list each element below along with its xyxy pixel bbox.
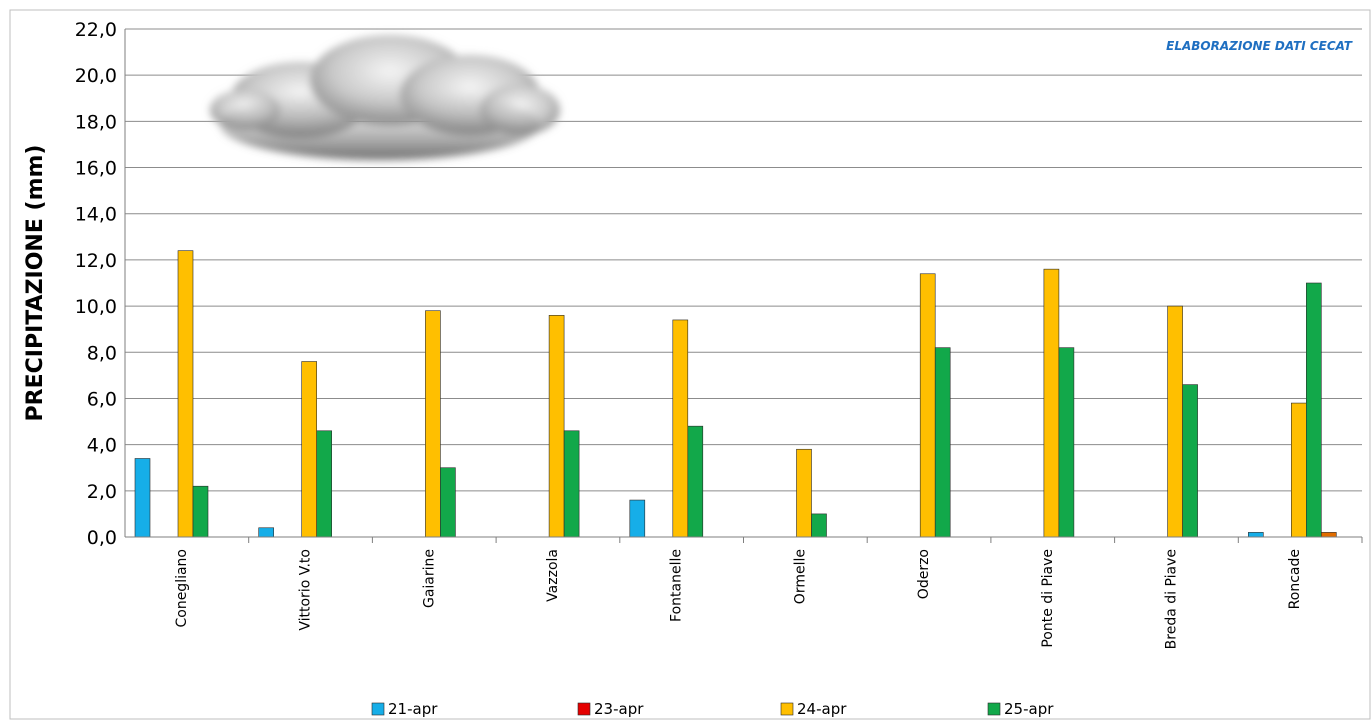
bar xyxy=(135,458,150,537)
bar xyxy=(425,311,440,537)
x-tick-label: Conegliano xyxy=(174,549,190,628)
bar xyxy=(549,315,564,537)
x-tick-label: Vazzola xyxy=(545,549,561,602)
bar xyxy=(630,500,645,537)
y-tick-label: 4,0 xyxy=(87,435,117,457)
legend-swatch xyxy=(988,703,1000,715)
y-tick-label: 10,0 xyxy=(75,296,117,318)
y-tick-label: 8,0 xyxy=(87,342,117,364)
x-tick-label: Fontanelle xyxy=(669,549,685,622)
legend-swatch xyxy=(781,703,793,715)
bar xyxy=(1059,348,1074,537)
x-tick-label: Ponte di Piave xyxy=(1040,549,1056,648)
bar xyxy=(688,426,703,537)
bar xyxy=(1168,306,1183,537)
y-tick-label: 20,0 xyxy=(75,65,117,87)
bar xyxy=(1044,269,1059,537)
x-tick-label: Gaiarine xyxy=(421,549,437,608)
bar xyxy=(935,348,950,537)
legend-swatch xyxy=(578,703,590,715)
bar xyxy=(1321,532,1336,537)
y-tick-label: 6,0 xyxy=(87,388,117,410)
bar xyxy=(1183,385,1198,537)
bar xyxy=(797,449,812,537)
bar xyxy=(564,431,579,537)
bar xyxy=(193,486,208,537)
bar xyxy=(178,251,193,537)
bar xyxy=(259,528,274,537)
bar xyxy=(812,514,827,537)
x-tick-label: Vittorio V.to xyxy=(298,549,314,631)
y-tick-label: 18,0 xyxy=(75,111,117,133)
y-tick-label: 16,0 xyxy=(75,158,117,180)
x-tick-label: Oderzo xyxy=(916,549,932,599)
x-tick-label: Breda di Piave xyxy=(1163,549,1179,649)
legend-label: 23-apr xyxy=(594,700,644,718)
bar xyxy=(317,431,332,537)
legend-label: 21-apr xyxy=(388,700,438,718)
bar xyxy=(302,362,317,537)
y-tick-label: 0,0 xyxy=(87,527,117,549)
bar xyxy=(1291,403,1306,537)
bar xyxy=(920,274,935,537)
legend-label: 25-apr xyxy=(1004,700,1054,718)
y-axis-label: PRECIPITAZIONE (mm) xyxy=(23,145,48,422)
bar xyxy=(673,320,688,537)
bar xyxy=(1248,532,1263,537)
x-tick-label: Ormelle xyxy=(792,549,808,604)
legend-swatch xyxy=(372,703,384,715)
credit-annotation: ELABORAZIONE DATI CECAT xyxy=(1166,39,1353,53)
bar xyxy=(440,468,455,537)
y-tick-label: 22,0 xyxy=(75,19,117,41)
y-tick-label: 14,0 xyxy=(75,204,117,226)
x-tick-label: Roncade xyxy=(1287,549,1303,609)
y-tick-label: 2,0 xyxy=(87,481,117,503)
legend-label: 24-apr xyxy=(797,700,847,718)
y-tick-label: 12,0 xyxy=(75,250,117,272)
bar xyxy=(1306,283,1321,537)
